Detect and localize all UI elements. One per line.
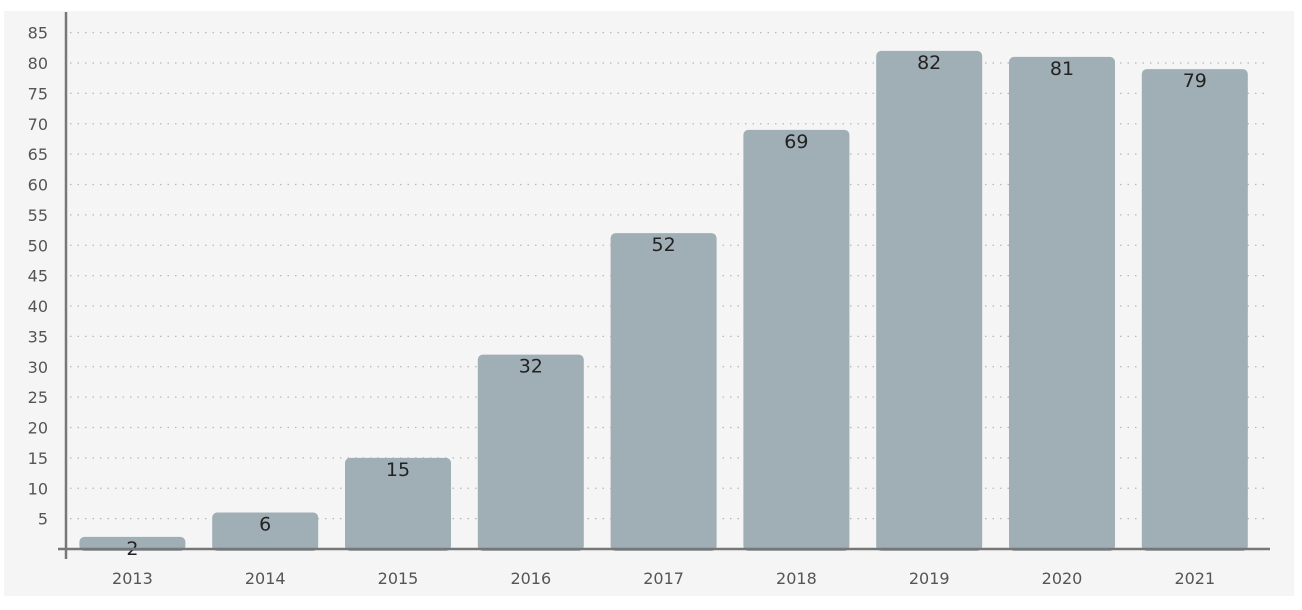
y-tick-label: 80 [28,54,48,73]
bar-2013 [79,536,186,551]
y-tick-label: 10 [28,479,48,498]
bar-value-label: 52 [652,234,676,256]
bar-2016 [477,354,584,551]
x-tick-label: 2021 [1174,569,1215,588]
y-tick-label: 50 [28,236,48,255]
x-tick-label: 2015 [378,569,419,588]
y-tick-label: 60 [28,176,48,195]
bar-value-label: 15 [386,459,410,481]
x-axis-tick-labels: 2013 2014 2015 2016 2017 2018 2019 2020 2021 [112,569,1215,588]
bar-2014 [212,512,319,551]
x-tick-label: 2014 [245,569,286,588]
bar-value-label: 82 [917,52,941,74]
y-tick-label: 35 [28,327,48,346]
bar-2017 [610,233,717,551]
x-tick-label: 2018 [776,569,817,588]
x-tick-label: 2013 [112,569,153,588]
y-tick-label: 70 [28,115,48,134]
y-tick-label: 20 [28,419,48,438]
y-tick-label: 85 [28,24,48,43]
y-tick-label: 75 [28,84,48,103]
bar-value-label: 79 [1183,70,1207,92]
y-tick-label: 5 [38,510,48,529]
bar-2019 [876,50,983,551]
x-tick-label: 2016 [510,569,551,588]
y-tick-label: 15 [28,449,48,468]
bar-2020 [1009,56,1115,552]
bar-2018 [743,129,850,551]
bars [79,50,1248,552]
y-tick-label: 55 [28,206,48,225]
y-tick-label: 45 [28,267,48,286]
y-tick-label: 30 [28,358,48,377]
y-axis-tick-labels: 5 10 15 20 25 30 35 40 45 50 55 60 65 70 75 80 85 [28,24,48,529]
x-tick-label: 2019 [909,569,950,588]
y-tick-label: 65 [28,145,48,164]
bar-2015 [345,457,451,551]
bar-value-label: 32 [519,356,543,378]
bar-value-label: 81 [1050,58,1074,80]
y-tick-label: 40 [28,297,48,316]
x-tick-label: 2017 [643,569,684,588]
x-tick-label: 2020 [1042,569,1083,588]
bar-value-label: 6 [259,514,271,536]
bar-2021 [1141,69,1248,551]
bar-value-label: 69 [784,131,808,153]
y-tick-label: 25 [28,388,48,407]
